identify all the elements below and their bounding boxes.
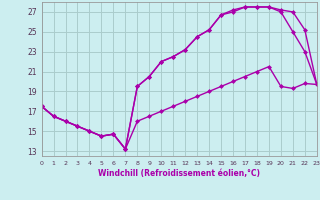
X-axis label: Windchill (Refroidissement éolien,°C): Windchill (Refroidissement éolien,°C) bbox=[98, 169, 260, 178]
